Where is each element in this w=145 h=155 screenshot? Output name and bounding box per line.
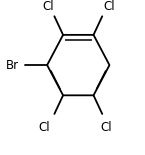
Text: Cl: Cl — [38, 121, 50, 134]
Text: Cl: Cl — [101, 121, 112, 134]
Text: Cl: Cl — [104, 0, 115, 13]
Text: Cl: Cl — [43, 0, 54, 13]
Text: Br: Br — [6, 59, 19, 72]
